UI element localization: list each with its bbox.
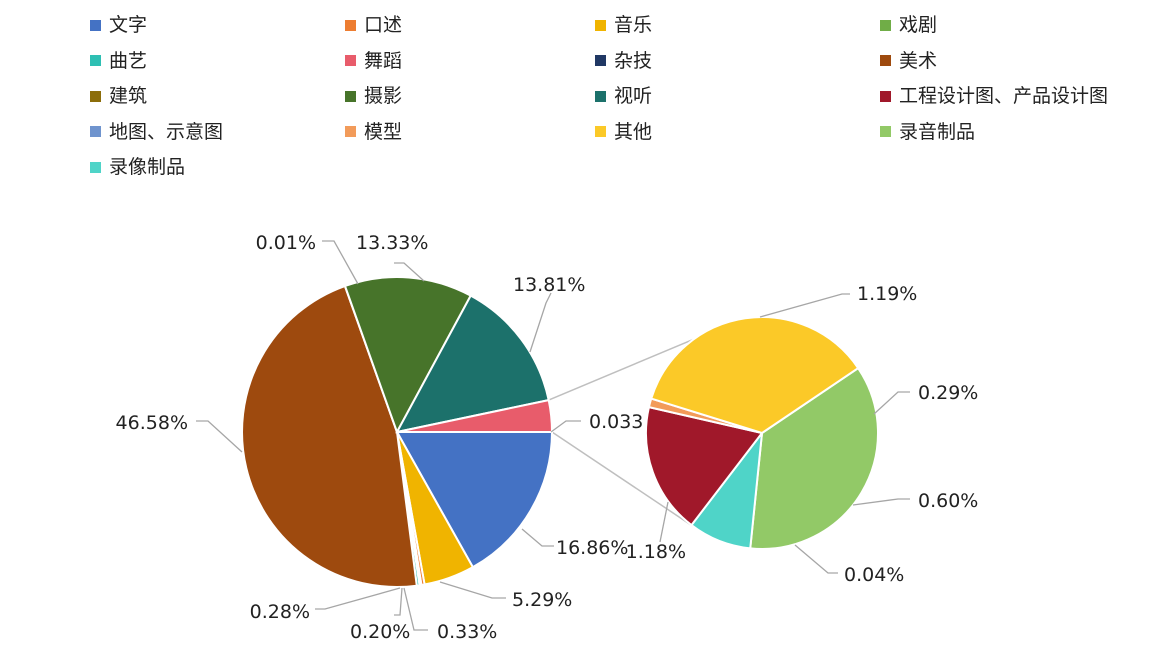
legend-swatch: [345, 55, 356, 66]
leader-line: [394, 262, 425, 282]
legend-swatch: [90, 19, 101, 31]
legend-item: 其他: [595, 119, 652, 145]
legend-label: 建筑: [109, 85, 148, 107]
legend-item: 文字: [90, 12, 147, 38]
pie-slice: [343, 276, 473, 435]
secondary-pie-slice: [645, 405, 764, 527]
secondary-pie-slice: [749, 366, 879, 550]
data-label: 0.01%: [256, 232, 316, 254]
leader-line: [852, 498, 910, 506]
data-label: 13.33%: [356, 232, 428, 254]
pie-slice: [241, 284, 418, 588]
leader-line: [759, 293, 850, 318]
legend-label: 工程设计图、产品设计图: [899, 85, 1109, 107]
leader-line: [529, 292, 552, 353]
data-label: 0.29%: [918, 382, 978, 404]
legend-swatch: [90, 126, 101, 137]
connector-line: [548, 338, 695, 401]
data-label: 1.18%: [626, 541, 686, 563]
legend-label: 录音制品: [899, 120, 976, 143]
legend-label: 美术: [899, 49, 938, 72]
data-label: 0.60%: [918, 490, 978, 512]
legend-item: 模型: [345, 119, 402, 145]
secondary-pie-slice: [649, 315, 860, 435]
data-label: 0.04%: [844, 564, 904, 586]
legend-label: 地图、示意图: [109, 120, 224, 143]
legend-item: 录像制品: [90, 154, 185, 180]
data-label: 1.19%: [857, 283, 917, 305]
legend-item: 摄影: [345, 83, 402, 109]
legend-swatch: [595, 55, 606, 66]
legend-swatch: [345, 90, 356, 102]
main-pie: [241, 276, 554, 588]
data-label: 0.28%: [250, 601, 310, 623]
leader-line: [521, 528, 554, 547]
legend-label: 曲艺: [109, 49, 148, 72]
legend-item: 音乐: [595, 12, 652, 38]
leader-line: [394, 587, 403, 616]
leader-line: [196, 420, 243, 453]
legend-item: 舞蹈: [345, 48, 402, 74]
data-label: 13.81%: [513, 274, 585, 296]
legend-item: 录音制品: [880, 119, 975, 145]
pie-connectors: [548, 338, 695, 528]
legend-swatch: [345, 126, 356, 137]
leader-line: [403, 587, 428, 631]
legend-label: 模型: [364, 120, 403, 143]
legend-label: 其他: [614, 120, 653, 143]
data-label: 0.20%: [350, 621, 410, 643]
leader-line: [322, 240, 359, 285]
legend-item: 工程设计图、产品设计图: [880, 83, 1108, 109]
data-label: 0.33%: [437, 621, 497, 643]
legend-item: 戏剧: [880, 12, 937, 38]
legend-swatch: [880, 55, 891, 66]
leader-line: [550, 420, 581, 433]
legend-item: 视听: [595, 83, 652, 109]
pie-slice: [395, 431, 554, 569]
chart-legend: 文字 口述 音乐 戏剧曲艺 舞蹈 杂技 美术建筑 摄影 视听 工程设计图、产品设计图地图、示意图 模…: [90, 12, 1150, 187]
label-leader-lines: [196, 240, 910, 631]
legend-label: 音乐: [614, 14, 653, 36]
secondary-pie: [645, 315, 879, 550]
leader-line: [439, 581, 506, 599]
legend-swatch: [90, 55, 101, 66]
leader-line: [315, 587, 401, 610]
legend-label: 戏剧: [899, 14, 938, 36]
legend-swatch: [880, 90, 891, 102]
data-label: 0.033: [589, 411, 643, 433]
legend-swatch: [595, 90, 606, 102]
legend-item: 建筑: [90, 83, 147, 109]
legend-label: 摄影: [364, 85, 403, 107]
connector-line: [551, 431, 695, 528]
legend-label: 文字: [109, 14, 148, 36]
data-label: 16.86%: [556, 537, 628, 559]
data-label: 46.58%: [116, 412, 188, 434]
pie-slice: [395, 294, 550, 434]
legend-swatch: [90, 90, 101, 102]
legend-label: 视听: [614, 85, 653, 107]
legend-swatch: [90, 161, 101, 173]
legend-item: 曲艺: [90, 48, 147, 74]
legend-swatch: [595, 19, 606, 31]
legend-item: 口述: [345, 12, 402, 38]
legend-swatch: [880, 126, 891, 137]
legend-item: 美术: [880, 48, 937, 74]
legend-swatch: [880, 19, 891, 31]
legend-label: 杂技: [614, 49, 653, 72]
leader-line: [794, 544, 838, 574]
legend-label: 口述: [364, 14, 403, 36]
legend-item: 杂技: [595, 48, 652, 74]
leader-line: [659, 501, 669, 543]
data-label: 5.29%: [512, 589, 572, 611]
legend-swatch: [595, 126, 606, 137]
legend-swatch: [345, 19, 356, 31]
leader-line: [873, 391, 910, 415]
legend-item: 地图、示意图: [90, 119, 223, 145]
data-labels: 16.86% 5.29% 0.33% 0.20% 0.28% 46.58% 0.01% 13.…: [116, 232, 979, 643]
legend-label: 舞蹈: [364, 49, 403, 72]
legend-label: 录像制品: [109, 156, 186, 178]
